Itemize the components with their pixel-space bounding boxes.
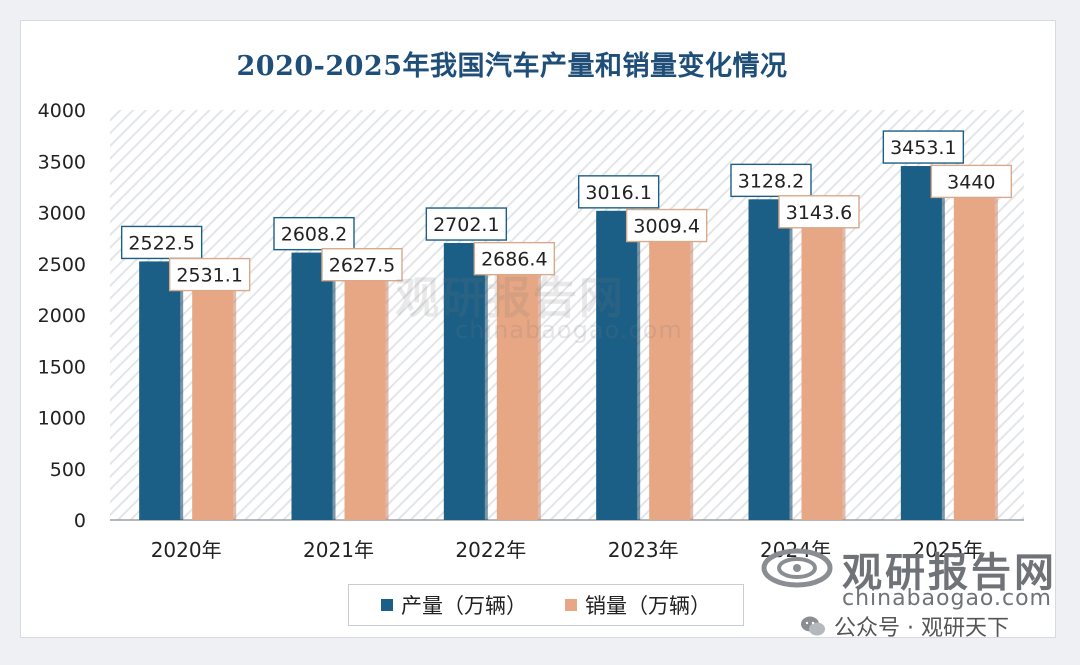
chart-title: 2020-2025年我国汽车产量和销量变化情况 [236, 51, 788, 82]
data-label-sales: 2686.4 [481, 249, 547, 271]
legend-swatch-production [381, 599, 393, 611]
bar-sales [953, 167, 995, 520]
bar-sales [192, 260, 234, 520]
y-axis: 0 500 1000 1500 2000 2500 3000 3500 4000 [38, 100, 86, 532]
x-tick-label: 2022年 [455, 538, 526, 562]
bar-sales [344, 250, 386, 520]
bar-sales [801, 197, 843, 520]
bar-production [139, 261, 181, 520]
brand-account-label: 公众号 · 观研天下 [834, 616, 1009, 641]
data-label-box [625, 208, 708, 243]
data-label-sales: 2531.1 [176, 265, 242, 287]
data-label-box [273, 216, 355, 251]
watermark-url: chinabaogao.com [455, 316, 683, 344]
data-label-sales: 2627.5 [329, 255, 395, 277]
bar-production [748, 199, 790, 520]
y-tick-label: 1500 [38, 356, 86, 378]
data-label-production: 2608.2 [281, 224, 347, 246]
data-label-box [730, 163, 812, 198]
data-label-box [882, 130, 965, 164]
legend-item-sales: 销量（万辆） [565, 590, 711, 620]
data-label-production: 3453.1 [890, 137, 956, 159]
data-label-production: 3016.1 [585, 182, 651, 204]
legend-swatch-sales [565, 599, 577, 611]
y-tick-label: 0 [74, 510, 86, 532]
x-tick-label: 2020年 [151, 538, 222, 562]
wechat-icon [801, 616, 825, 636]
bar-production [596, 210, 638, 521]
legend: 产量（万辆） 销量（万辆） [348, 584, 744, 626]
data-label-box [321, 247, 403, 282]
data-label-box [425, 207, 508, 241]
y-tick-label: 500 [50, 459, 86, 481]
y-tick-label: 2500 [38, 254, 86, 276]
y-tick-label: 2000 [38, 305, 86, 327]
brand-name: 观研报告网 [842, 550, 1057, 596]
data-label-production: 2702.1 [433, 214, 499, 236]
legend-item-production: 产量（万辆） [381, 590, 527, 620]
legend-label-sales: 销量（万辆） [585, 594, 711, 618]
data-label-production: 3128.2 [738, 170, 804, 192]
y-tick-label: 4000 [38, 100, 86, 122]
bar-production [900, 166, 942, 520]
y-tick-label: 3500 [38, 151, 86, 173]
y-tick-label: 3000 [38, 203, 86, 225]
data-label-box [778, 195, 860, 229]
plot-background [110, 110, 1024, 520]
brand-watermark: 观研报告网 chinabaogao.com 公众号 · 观研天下 [760, 536, 1060, 646]
data-label-sales: 3009.4 [633, 216, 699, 238]
bar-sales [496, 244, 538, 521]
watermark-text: 观研报告网 [395, 273, 625, 324]
data-labels-layer: 2522.5 2531.1 2608.2 2627.5 2702.1 2686.4 3016… [120, 130, 1013, 292]
bar-production [291, 252, 333, 521]
data-label-sales: 3143.6 [786, 202, 852, 224]
data-label-production: 2522.5 [128, 232, 194, 254]
data-label-box [120, 225, 203, 260]
bar-production [443, 243, 485, 521]
brand-url: chinabaogao.com [842, 586, 1052, 611]
data-label-box [168, 257, 251, 292]
data-label-box [577, 175, 660, 209]
legend-label-production: 产量（万辆） [401, 594, 527, 618]
bar-sales [649, 211, 691, 520]
y-tick-label: 1000 [38, 408, 86, 430]
bars-layer [139, 166, 998, 521]
data-label-box [930, 164, 1013, 199]
x-tick-label: 2023年 [608, 538, 679, 562]
x-tick-label: 2021年 [303, 538, 374, 562]
brand-account: 公众号 · 观研天下 [800, 610, 1009, 642]
data-label-box [473, 241, 556, 276]
brand-logo-icon [761, 548, 833, 588]
x-tick-label: 2025年 [912, 538, 983, 562]
data-label-sales: 3440 [947, 171, 995, 193]
